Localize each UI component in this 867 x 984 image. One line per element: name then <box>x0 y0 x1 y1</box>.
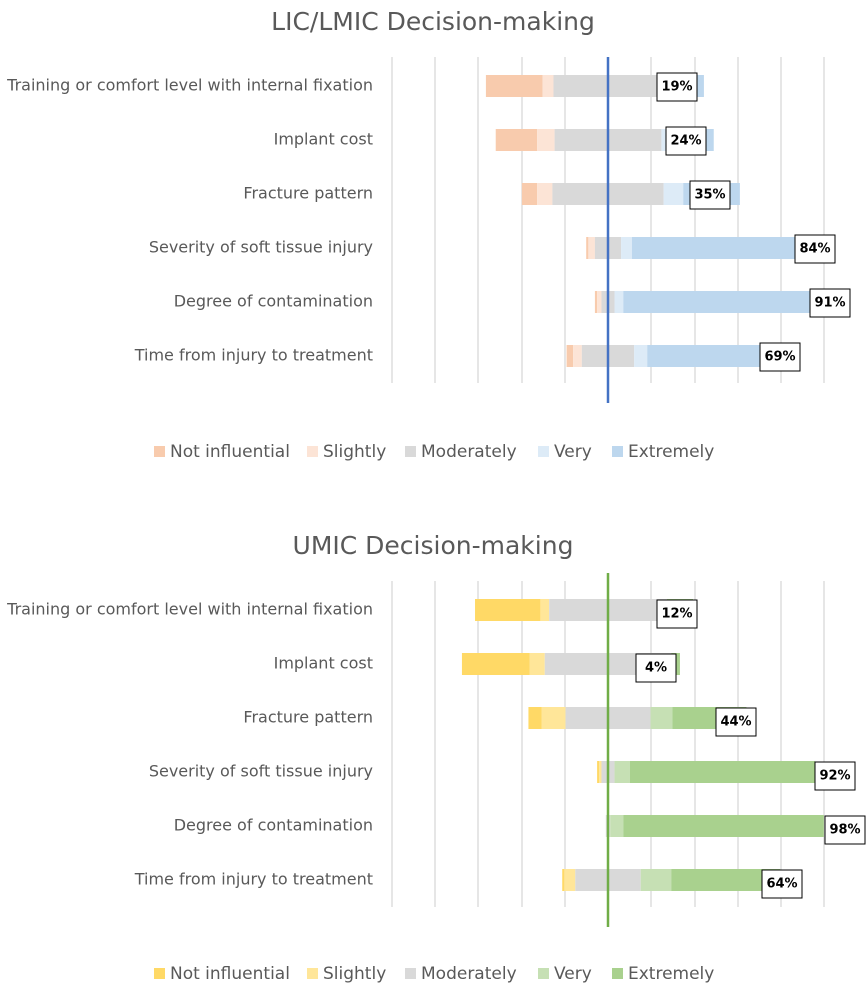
chart-2-bar-4-slightly <box>599 761 602 783</box>
chart-2-title: UMIC Decision-making <box>293 531 574 560</box>
chart-1-bar-3-slightly <box>537 183 553 205</box>
chart-2-legend-label: Not influential <box>170 964 290 984</box>
chart-1-bar-5-slightly <box>597 291 602 313</box>
chart-1-legend-label: Moderately <box>421 442 517 462</box>
chart-2-legend-label: Slightly <box>323 964 386 984</box>
chart-1-percent-label: 84% <box>799 242 830 257</box>
chart-2-bar-5-extremely <box>623 815 824 837</box>
chart-2-bar-2-slightly <box>529 653 545 675</box>
chart-1-bar-2-not-influential <box>495 129 538 151</box>
chart-2-percent-label: 12% <box>661 607 692 622</box>
chart-1-category-label: Degree of contamination <box>174 292 373 311</box>
chart-1-bar-1-slightly <box>542 75 554 97</box>
chart-2-bar-3-very <box>650 707 673 729</box>
chart-1-legend-label: Extremely <box>628 442 714 462</box>
chart-1-category-label: Fracture pattern <box>243 184 373 203</box>
chart-1-percent-box <box>665 126 707 156</box>
chart-2-bar-6-slightly <box>564 869 576 891</box>
chart-2-percent-box <box>824 815 866 845</box>
chart-2-percent-box <box>814 761 856 791</box>
chart-1-percent-label: 24% <box>670 134 701 149</box>
chart-1-percent-label: 35% <box>694 188 725 203</box>
chart-2-bar-4-not-influential <box>597 761 600 783</box>
chart-1-percent-box <box>794 234 836 264</box>
chart-2-bar-1-slightly <box>540 599 550 621</box>
chart-2-legend-swatch-3 <box>405 968 416 979</box>
chart-1-percent-box <box>689 180 731 210</box>
chart-2-legend-swatch-1 <box>154 968 165 979</box>
chart-2-legend-label: Extremely <box>628 964 714 984</box>
chart-1-bar-3-not-influential <box>521 183 538 205</box>
chart-1-legend-label: Very <box>554 442 592 462</box>
chart-1-legend-swatch-2 <box>307 446 318 457</box>
chart-2-bar-4-extremely <box>629 761 816 783</box>
chart-2-legend-label: Very <box>554 964 592 984</box>
chart-1-bar-4-not-influential <box>586 237 589 259</box>
chart-2-percent-label: 4% <box>645 661 667 676</box>
chart-1-percent-box <box>809 288 851 318</box>
chart-2-percent-box <box>715 707 757 737</box>
chart-1-legend-label: Not influential <box>170 442 290 462</box>
chart-2-category-label: Time from injury to treatment <box>134 870 373 889</box>
chart-2-category-label: Fracture pattern <box>243 708 373 727</box>
chart-1-legend-swatch-1 <box>154 446 165 457</box>
chart-1-bar-5-extremely <box>623 291 813 313</box>
chart-2-legend-label: Moderately <box>421 964 517 984</box>
chart-2-percent-label: 44% <box>720 715 751 730</box>
chart-2-bar-6-very <box>640 869 672 891</box>
chart-2-bar-1-not-influential <box>475 599 541 621</box>
chart-2-percent-box <box>761 869 803 899</box>
chart-2-bar-6-not-influential <box>562 869 565 891</box>
chart-2-bar-3-not-influential <box>528 707 542 729</box>
chart-2-category-label: Degree of contamination <box>174 816 373 835</box>
chart-1-percent-box <box>759 342 801 372</box>
chart-1-category-label: Time from injury to treatment <box>134 346 373 365</box>
chart-2-bar-3-slightly <box>541 707 566 729</box>
chart-2-category-label: Severity of soft tissue injury <box>149 762 373 781</box>
chart-2-bar-5-very <box>610 815 624 837</box>
chart-1-legend-swatch-4 <box>538 446 549 457</box>
chart-1-bar-4-slightly <box>588 237 595 259</box>
chart-1-legend-swatch-5 <box>612 446 623 457</box>
chart-1-percent-label: 91% <box>814 296 845 311</box>
chart-2-percent-box <box>656 599 698 629</box>
chart-1-bar-2-slightly <box>537 129 555 151</box>
chart-1-category-label: Training or comfort level with internal … <box>6 76 373 95</box>
chart-1-legend-label: Slightly <box>323 442 386 462</box>
chart-2-legend-swatch-4 <box>538 968 549 979</box>
chart-1-bar-6-extremely <box>647 345 785 367</box>
chart-2-bar-4-very <box>614 761 630 783</box>
chart-1-bar-6-very <box>634 345 648 367</box>
chart-1-bar-1-not-influential <box>485 75 543 97</box>
chart-2-category-label: Training or comfort level with internal … <box>6 600 373 619</box>
chart-1-bar-5-very <box>614 291 624 313</box>
chart-2-percent-label: 64% <box>766 877 797 892</box>
chart-1-bar-4-very <box>621 237 632 259</box>
chart-1-percent-label: 69% <box>764 350 795 365</box>
chart-2-percent-label: 98% <box>829 823 860 838</box>
chart-1-category-label: Implant cost <box>274 130 373 149</box>
chart-1-bar-6-slightly <box>573 345 582 367</box>
chart-2-bar-2-not-influential <box>461 653 530 675</box>
chart-2-percent-box <box>635 653 677 683</box>
chart-1-percent-box <box>656 72 698 102</box>
chart-2-legend-swatch-5 <box>612 968 623 979</box>
chart-1-category-label: Severity of soft tissue injury <box>149 238 373 257</box>
chart-1-bar-5-not-influential <box>594 291 598 313</box>
chart-1-legend-swatch-3 <box>405 446 416 457</box>
chart-2-legend-swatch-2 <box>307 968 318 979</box>
chart-1-bar-4-extremely <box>631 237 805 259</box>
chart-2-category-label: Implant cost <box>274 654 373 673</box>
chart-1-bar-3-very <box>663 183 684 205</box>
chart-1-bar-6-not-influential <box>566 345 574 367</box>
chart-1-title: LIC/LMIC Decision-making <box>271 7 595 36</box>
chart-2-bar-6-extremely <box>671 869 781 891</box>
chart-1-percent-label: 19% <box>661 80 692 95</box>
chart-2-percent-label: 92% <box>819 769 850 784</box>
